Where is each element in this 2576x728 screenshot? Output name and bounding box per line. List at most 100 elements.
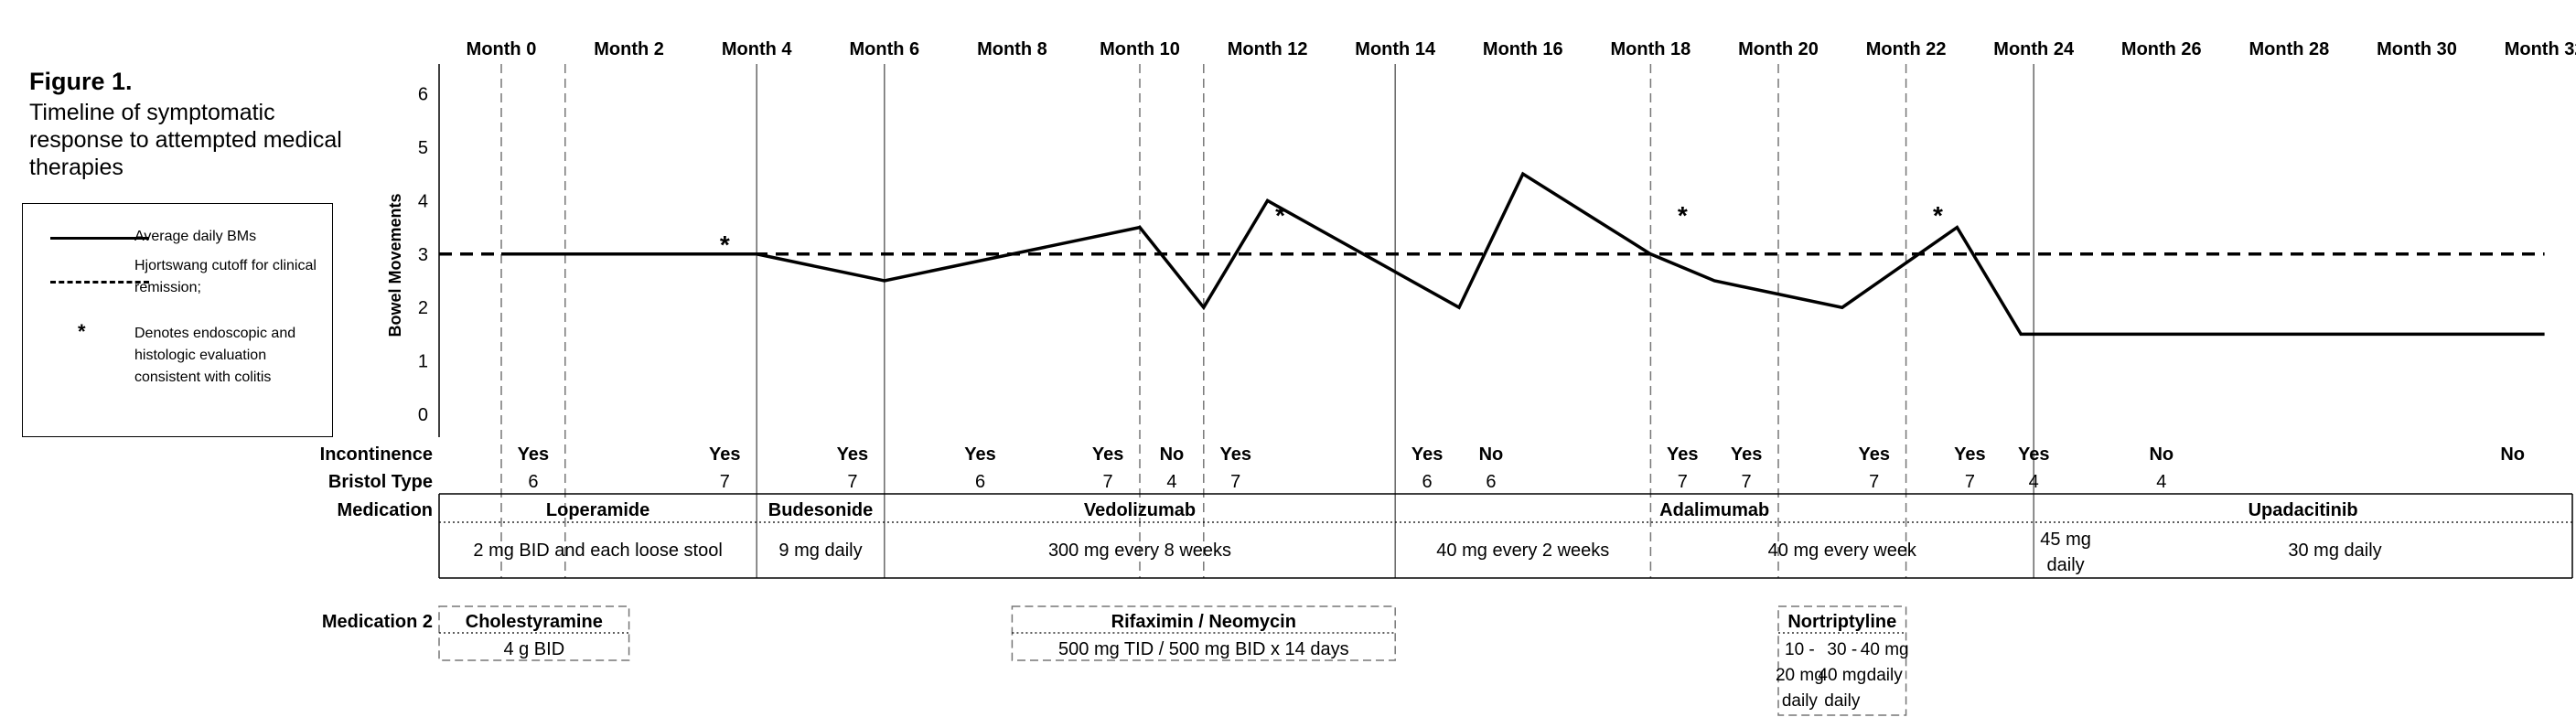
figure-title: Figure 1. bbox=[29, 68, 133, 95]
month-tick-label: Month 30 bbox=[2377, 39, 2457, 59]
month-tick-label: Month 22 bbox=[1866, 39, 1947, 59]
month-tick-label: Month 6 bbox=[849, 39, 919, 59]
bristol-row-label: Bristol Type bbox=[328, 472, 433, 492]
incontinence-value: Yes bbox=[1667, 444, 1698, 465]
legend-label-asterisk: Denotes endoscopic and histologic evalua… bbox=[134, 326, 296, 385]
figure-caption: Timeline of symptomatic response to atte… bbox=[29, 100, 342, 180]
medication-name: Adalimumab bbox=[1659, 500, 1769, 520]
y-axis-label: Bowel Movements bbox=[386, 193, 404, 337]
medication-name: Vedolizumab bbox=[1084, 500, 1196, 520]
month-tick-label: Month 4 bbox=[722, 39, 793, 59]
y-tick-label: 5 bbox=[418, 138, 428, 158]
medication2-row-label: Medication 2 bbox=[322, 612, 433, 632]
bristol-value: 4 bbox=[1166, 472, 1176, 492]
colitis-asterisk: * bbox=[1933, 201, 1943, 230]
colitis-asterisk: * bbox=[720, 230, 730, 259]
month-tick-label: Month 16 bbox=[1483, 39, 1563, 59]
y-tick-label: 4 bbox=[418, 191, 428, 211]
y-tick-label: 2 bbox=[418, 298, 428, 318]
legend-dashed-line-icon bbox=[50, 281, 149, 284]
medication2-sub-dose: 10 - 20 mg daily bbox=[1776, 640, 1824, 711]
incontinence-value: Yes bbox=[2018, 444, 2049, 465]
incontinence-value: No bbox=[1479, 444, 1504, 465]
medication-dose: 45 mg daily bbox=[2040, 530, 2091, 575]
legend-asterisk-icon: * bbox=[78, 320, 86, 343]
incontinence-value: Yes bbox=[709, 444, 740, 465]
medication-row-label: Medication bbox=[338, 500, 433, 520]
bristol-value: 7 bbox=[1103, 472, 1113, 492]
medication2-sub-dose-line: 40 mg bbox=[1818, 666, 1866, 685]
bristol-value: 6 bbox=[1486, 472, 1496, 492]
month-tick-label: Month 0 bbox=[467, 39, 537, 59]
y-tick-label: 3 bbox=[418, 245, 428, 265]
month-tick-label: Month 18 bbox=[1611, 39, 1691, 59]
legend: Average daily BMs Hjortswang cutoff for … bbox=[22, 203, 333, 437]
medication2-sub-dose-line: daily bbox=[1867, 666, 1904, 685]
month-tick-label: Month 20 bbox=[1738, 39, 1819, 59]
medication2-sub-dose-line: 20 mg bbox=[1776, 666, 1824, 685]
incontinence-value: Yes bbox=[1411, 444, 1443, 465]
medication2-name: Cholestyramine bbox=[466, 612, 603, 632]
medication2-sub-dose: 40 mg daily bbox=[1861, 640, 1909, 685]
legend-label-cutoff: Hjortswang cutoff for clinical remission… bbox=[134, 258, 317, 295]
medication2-sub-dose-line: 30 - bbox=[1827, 640, 1857, 659]
medication-dose-line: 45 mg bbox=[2040, 530, 2091, 550]
incontinence-value: Yes bbox=[1731, 444, 1762, 465]
incontinence-value: Yes bbox=[837, 444, 868, 465]
month-tick-label: Month 10 bbox=[1100, 39, 1180, 59]
incontinence-value: Yes bbox=[518, 444, 549, 465]
month-tick-label: Month 26 bbox=[2121, 39, 2202, 59]
y-tick-label: 0 bbox=[418, 405, 428, 425]
incontinence-value: No bbox=[2149, 444, 2174, 465]
bristol-value: 7 bbox=[1965, 472, 1975, 492]
incontinence-value: Yes bbox=[1858, 444, 1889, 465]
bristol-value: 7 bbox=[720, 472, 730, 492]
incontinence-value: Yes bbox=[1954, 444, 1985, 465]
medication-dose: 40 mg every 2 weeks bbox=[1436, 541, 1609, 561]
incontinence-value: Yes bbox=[964, 444, 995, 465]
bristol-value: 6 bbox=[528, 472, 538, 492]
month-tick-label: Month 28 bbox=[2249, 39, 2330, 59]
bristol-value: 6 bbox=[975, 472, 985, 492]
month-tick-label: Month 32 bbox=[2505, 39, 2576, 59]
medication-name: Loperamide bbox=[546, 500, 649, 520]
medication2-sub-dose-line: 40 mg bbox=[1861, 640, 1909, 659]
medication2-dose: 500 mg TID / 500 mg BID x 14 days bbox=[1058, 639, 1349, 659]
incontinence-row-label: Incontinence bbox=[320, 444, 433, 465]
medication-dose-line: 30 mg daily bbox=[2288, 541, 2381, 561]
y-tick-label: 1 bbox=[418, 352, 428, 372]
month-tick-label: Month 14 bbox=[1355, 39, 1436, 59]
medication-dose-line: 2 mg BID and each loose stool bbox=[473, 541, 722, 561]
incontinence-value: Yes bbox=[1219, 444, 1250, 465]
medication-dose-line: 9 mg daily bbox=[778, 541, 862, 561]
medication-name: Upadacitinib bbox=[2249, 500, 2358, 520]
incontinence-value: No bbox=[2500, 444, 2525, 465]
incontinence-value: Yes bbox=[1092, 444, 1123, 465]
bristol-value: 7 bbox=[847, 472, 857, 492]
medication2-name: Nortriptyline bbox=[1787, 612, 1896, 632]
medication2-sub-dose: 30 - 40 mg daily bbox=[1818, 640, 1866, 711]
month-tick-label: Month 24 bbox=[1993, 39, 2075, 59]
colitis-asterisk: * bbox=[1678, 201, 1688, 230]
medication-dose-line: daily bbox=[2047, 555, 2085, 575]
medication-dose: 30 mg daily bbox=[2288, 541, 2381, 561]
month-tick-label: Month 8 bbox=[977, 39, 1047, 59]
medication2-sub-dose-line: 10 - bbox=[1785, 640, 1815, 659]
medication-dose: 300 mg every 8 weeks bbox=[1048, 541, 1231, 561]
medication-name: Budesonide bbox=[768, 500, 873, 520]
y-tick-label: 6 bbox=[418, 85, 428, 105]
medication-dose-line: 300 mg every 8 weeks bbox=[1048, 541, 1231, 561]
medication2-box bbox=[438, 605, 630, 661]
month-tick-label: Month 12 bbox=[1228, 39, 1308, 59]
medication-dose: 2 mg BID and each loose stool bbox=[473, 541, 722, 561]
bristol-value: 6 bbox=[1422, 472, 1433, 492]
medication-dose: 9 mg daily bbox=[778, 541, 862, 561]
medication2-dose: 4 g BID bbox=[503, 639, 564, 659]
legend-solid-line-icon bbox=[50, 237, 149, 240]
incontinence-value: No bbox=[1160, 444, 1185, 465]
bristol-value: 7 bbox=[1742, 472, 1752, 492]
legend-label-average: Average daily BMs bbox=[134, 229, 257, 244]
medication-dose: 40 mg every week bbox=[1768, 541, 1917, 561]
medication-dose-line: 40 mg every week bbox=[1768, 541, 1917, 561]
bristol-value: 7 bbox=[1230, 472, 1240, 492]
